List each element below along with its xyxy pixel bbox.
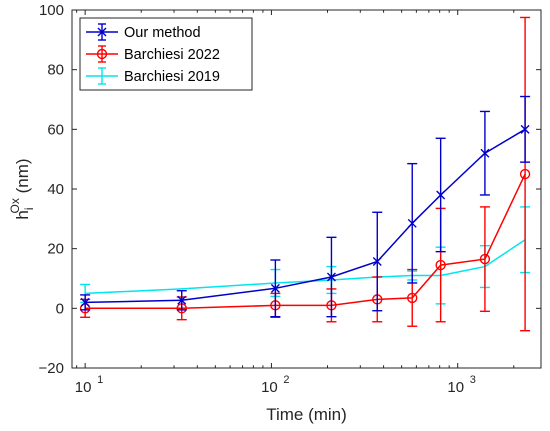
- y-tick-label: 80: [47, 62, 64, 79]
- data-point: [436, 190, 446, 200]
- error-bar: [520, 16, 531, 332]
- data-point: [480, 148, 490, 158]
- y-tick-label: 100: [39, 2, 64, 19]
- data-point: [372, 257, 382, 266]
- series-line: [85, 239, 526, 295]
- series-line: [85, 173, 526, 310]
- data-point: [520, 124, 530, 134]
- legend-entry: Barchiesi 2022: [86, 45, 220, 63]
- x-tick-label-exponent: 2: [283, 374, 289, 386]
- legend-marker: [97, 27, 107, 37]
- legend-entry: Our method: [86, 23, 201, 41]
- legend-marker: [96, 48, 108, 60]
- x-tick-label-exponent: 1: [97, 374, 103, 386]
- data-point: [519, 168, 531, 180]
- data-point: [270, 283, 280, 293]
- x-axis-label: Time (min): [266, 405, 347, 424]
- data-point: [407, 218, 417, 228]
- data-point: [177, 295, 187, 305]
- legend-label: Our method: [124, 25, 201, 41]
- y-tick-label: 40: [47, 181, 64, 198]
- x-tick-label: 10: [75, 379, 92, 396]
- legend-label: Barchiesi 2019: [124, 69, 220, 85]
- y-tick-label: −20: [39, 360, 64, 377]
- y-tick-label: 20: [47, 241, 64, 258]
- x-tick-label-exponent: 3: [470, 374, 476, 386]
- y-tick-label: 0: [56, 300, 64, 317]
- x-tick-label: 10: [261, 379, 278, 396]
- y-tick-label: 60: [47, 121, 64, 138]
- data-point: [326, 272, 336, 282]
- data-point: [407, 292, 418, 304]
- data-point: [80, 297, 90, 307]
- x-tick-label: 10: [447, 379, 464, 396]
- series-line: [85, 128, 526, 304]
- data-point: [435, 259, 446, 271]
- y-axis-label: hiOx (nm): [8, 158, 36, 219]
- series-0: [80, 95, 531, 318]
- legend-label: Barchiesi 2022: [124, 47, 220, 63]
- series-2: [80, 206, 531, 305]
- legend-entry: Barchiesi 2019: [86, 67, 220, 85]
- data-point: [479, 253, 491, 265]
